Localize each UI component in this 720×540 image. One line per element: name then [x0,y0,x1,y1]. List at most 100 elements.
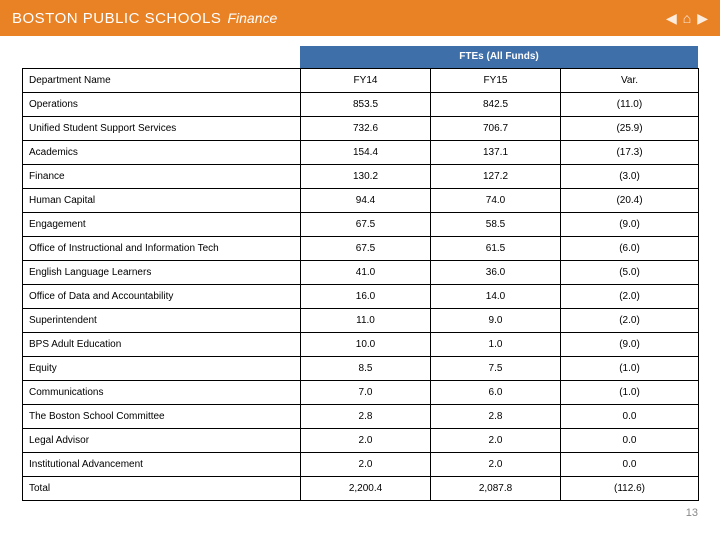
cell-c2: 1.0 [431,333,561,357]
table-row: Finance130.2127.2(3.0) [23,165,699,189]
cell-c3: 0.0 [561,453,699,477]
cell-c1: 7.0 [301,381,431,405]
cell-c2: 36.0 [431,261,561,285]
cell-dept: Communications [23,381,301,405]
cell-c2: 842.5 [431,93,561,117]
table-row: Office of Data and Accountability16.014.… [23,285,699,309]
page-header: BOSTON PUBLIC SCHOOLS Finance ◀ ⌂ ▶ [0,0,720,36]
cell-c1: 94.4 [301,189,431,213]
cell-dept: English Language Learners [23,261,301,285]
table-row: Academics154.4137.1(17.3) [23,141,699,165]
cell-c2: 2.0 [431,429,561,453]
cell-c3: (1.0) [561,357,699,381]
cell-c2: 137.1 [431,141,561,165]
cell-c3: (6.0) [561,237,699,261]
cell-c2: 14.0 [431,285,561,309]
cell-c3: (17.3) [561,141,699,165]
cell-c3: 0.0 [561,405,699,429]
cell-c3: 0.0 [561,429,699,453]
cell-c1: 67.5 [301,213,431,237]
col-var: Var. [561,69,699,93]
cell-c3: (5.0) [561,261,699,285]
cell-c1: 130.2 [301,165,431,189]
cell-dept: Equity [23,357,301,381]
cell-c3: (2.0) [561,309,699,333]
cell-dept: Total [23,477,301,501]
table-row: Operations853.5842.5(11.0) [23,93,699,117]
cell-c2: 127.2 [431,165,561,189]
cell-dept: Academics [23,141,301,165]
cell-c3: (112.6) [561,477,699,501]
cell-c2: 706.7 [431,117,561,141]
nav-icons: ◀ ⌂ ▶ [666,10,708,27]
cell-c3: (2.0) [561,285,699,309]
cell-c1: 67.5 [301,237,431,261]
cell-c1: 154.4 [301,141,431,165]
cell-c3: (3.0) [561,165,699,189]
cell-c1: 2.8 [301,405,431,429]
table-row: English Language Learners41.036.0(5.0) [23,261,699,285]
cell-dept: Operations [23,93,301,117]
cell-c3: (9.0) [561,213,699,237]
col-fy15: FY15 [431,69,561,93]
cell-dept: Engagement [23,213,301,237]
cell-c1: 732.6 [301,117,431,141]
col-fy14: FY14 [301,69,431,93]
table-row: Equity8.57.5(1.0) [23,357,699,381]
group-header-row: FTEs (All Funds) [22,46,698,68]
table-row: Office of Instructional and Information … [23,237,699,261]
cell-c2: 9.0 [431,309,561,333]
cell-c1: 10.0 [301,333,431,357]
table-row: Human Capital94.474.0(20.4) [23,189,699,213]
table-row: The Boston School Committee2.82.80.0 [23,405,699,429]
next-icon[interactable]: ▶ [697,10,708,27]
cell-c1: 2.0 [301,429,431,453]
cell-c2: 58.5 [431,213,561,237]
page-number: 13 [0,501,720,519]
col-dept: Department Name [23,69,301,93]
cell-dept: The Boston School Committee [23,405,301,429]
cell-c3: (9.0) [561,333,699,357]
cell-dept: Unified Student Support Services [23,117,301,141]
cell-c2: 2,087.8 [431,477,561,501]
table-row: Total2,200.42,087.8(112.6) [23,477,699,501]
table-row: BPS Adult Education10.01.0(9.0) [23,333,699,357]
cell-dept: Finance [23,165,301,189]
table-row: Superintendent11.09.0(2.0) [23,309,699,333]
table-row: Legal Advisor2.02.00.0 [23,429,699,453]
home-icon[interactable]: ⌂ [683,10,691,26]
cell-c1: 853.5 [301,93,431,117]
prev-icon[interactable]: ◀ [666,10,677,27]
cell-c3: (1.0) [561,381,699,405]
cell-dept: Institutional Advancement [23,453,301,477]
cell-c2: 6.0 [431,381,561,405]
cell-dept: BPS Adult Education [23,333,301,357]
cell-c1: 41.0 [301,261,431,285]
cell-c2: 2.0 [431,453,561,477]
cell-dept: Superintendent [23,309,301,333]
cell-c2: 2.8 [431,405,561,429]
cell-dept: Office of Data and Accountability [23,285,301,309]
cell-c1: 2,200.4 [301,477,431,501]
cell-c3: (25.9) [561,117,699,141]
column-header-row: Department Name FY14 FY15 Var. [23,69,699,93]
org-title: BOSTON PUBLIC SCHOOLS [12,10,221,27]
cell-dept: Human Capital [23,189,301,213]
group-header: FTEs (All Funds) [300,46,698,68]
cell-c3: (11.0) [561,93,699,117]
header-title-group: BOSTON PUBLIC SCHOOLS Finance [12,10,277,27]
cell-c3: (20.4) [561,189,699,213]
table-row: Communications7.06.0(1.0) [23,381,699,405]
group-header-spacer [22,46,300,68]
table-row: Unified Student Support Services732.6706… [23,117,699,141]
table-row: Engagement67.558.5(9.0) [23,213,699,237]
cell-c2: 7.5 [431,357,561,381]
ftes-table: Department Name FY14 FY15 Var. Operation… [22,68,699,501]
cell-dept: Office of Instructional and Information … [23,237,301,261]
table-row: Institutional Advancement2.02.00.0 [23,453,699,477]
cell-c1: 2.0 [301,453,431,477]
section-title: Finance [227,10,277,26]
cell-dept: Legal Advisor [23,429,301,453]
cell-c1: 8.5 [301,357,431,381]
cell-c1: 11.0 [301,309,431,333]
